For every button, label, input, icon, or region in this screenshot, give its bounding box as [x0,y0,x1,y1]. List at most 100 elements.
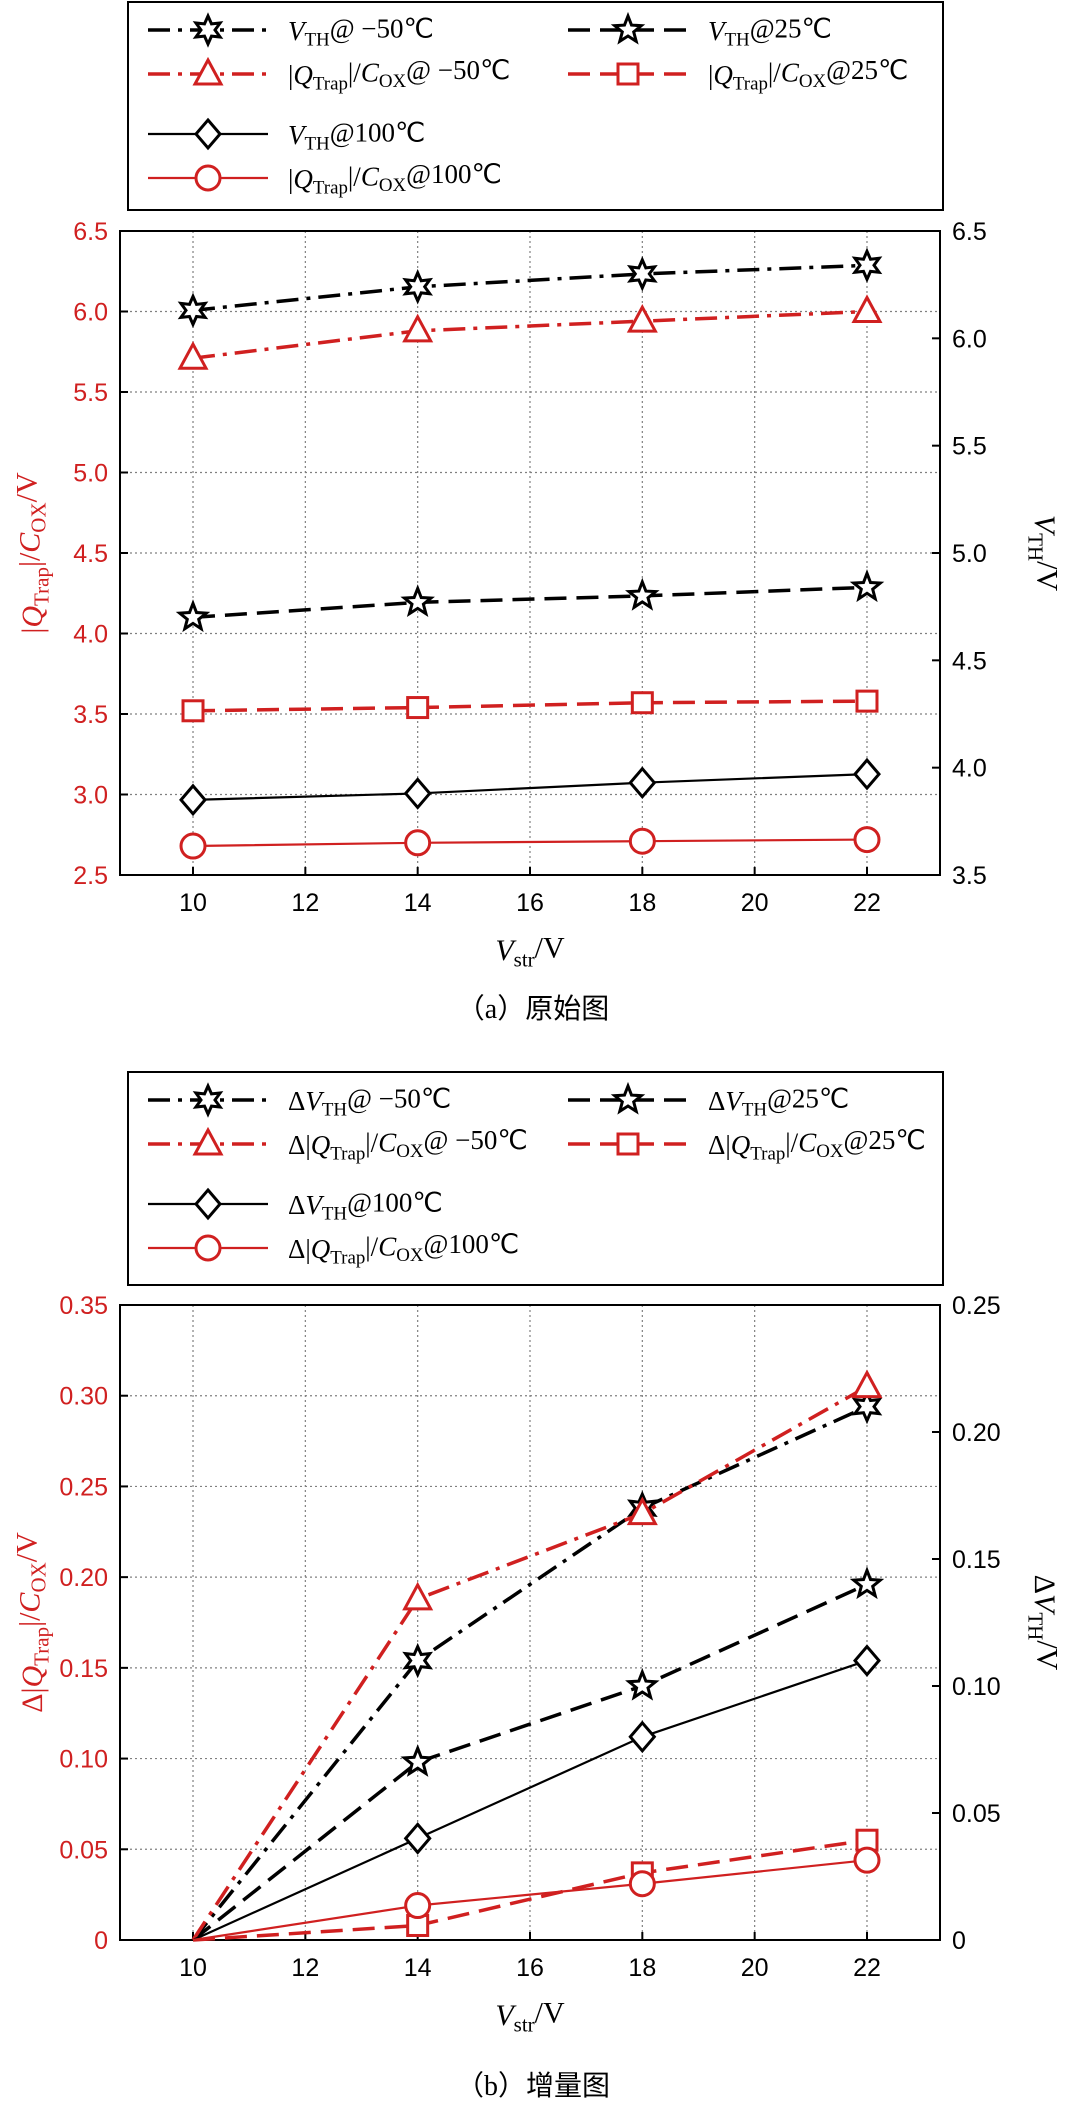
series-line [192,838,867,848]
series-line [192,1859,868,1942]
series-5 [179,757,881,817]
legend-marker [194,1234,222,1262]
legend-marker [616,1132,640,1156]
right-axis-label: ΔVTH/V [1024,1575,1064,1671]
series-line [191,1405,868,1942]
legend-entry: Δ|QTrap|/COX@25℃ [568,1125,926,1165]
right-tick-label: 0.15 [952,1546,1001,1574]
legend-label: ΔVTH@100℃ [288,1188,443,1225]
x-tick-label: 16 [516,1954,544,1982]
right-tick-label: 0.10 [952,1673,1001,1701]
x-axis-label: Vstr/V [495,931,565,971]
right-tick-label: 5.5 [952,433,987,461]
legend-label: Δ|QTrap|/COX@100℃ [288,1229,519,1269]
series-3 [177,294,883,370]
data-point [849,1566,885,1600]
left-tick-label: 5.5 [73,379,108,407]
legend-entry: |QTrap|/COX@ −50℃ [148,55,510,95]
right-axis-label: VTH/V [1024,515,1064,592]
data-point [628,766,657,799]
data-point [626,1496,658,1526]
legend-label: |QTrap|/COX@ −50℃ [288,55,510,95]
data-point [851,1369,883,1399]
legend-marker [192,12,224,48]
data-point [853,826,881,854]
data-point [628,827,656,855]
legend-label: VTH@25℃ [708,14,832,51]
legend-entry: VTH@25℃ [568,11,832,51]
x-tick-label: 22 [853,1954,881,1982]
x-tick-label: 12 [291,1954,319,1982]
data-point [853,757,881,791]
legend: ΔVTH@ −50℃ ΔVTH@25℃ Δ|QTrap|/COX@ −50℃ Δ|QT… [127,1071,944,1286]
data-point [851,247,883,284]
right-tick-label: 3.5 [952,862,987,890]
series-line [192,585,868,620]
legend-label: Δ|QTrap|/COX@25℃ [708,1125,926,1165]
series-6 [192,1846,881,1942]
data-point [175,599,211,633]
left-tick-label: 5.0 [73,460,108,488]
legend-label: VTH@100℃ [288,118,425,155]
data-point [179,783,207,817]
series-5 [192,1644,881,1942]
data-point [853,1846,881,1874]
data-point [630,691,654,715]
data-point [626,256,658,292]
right-tick-label: 0.05 [952,1800,1001,1828]
x-tick-label: 22 [853,889,881,917]
legend-entry: VTH@ −50℃ [148,12,434,51]
data-point [404,1892,432,1920]
left-tick-label: 3.0 [73,782,108,810]
left-tick-label: 4.5 [73,540,108,568]
series-2 [191,1566,885,1942]
legend-label: VTH@ −50℃ [288,14,434,51]
data-point [849,569,885,603]
x-tick-label: 14 [404,1954,432,1982]
x-tick-label: 18 [628,1954,656,1982]
x-tick-label: 12 [291,889,319,917]
legend-marker [194,117,222,151]
data-point [855,689,879,713]
data-point [404,829,432,857]
data-point [851,294,883,323]
series-line [191,1385,868,1941]
left-tick-label: 0.30 [59,1383,108,1411]
right-tick-label: 4.0 [952,755,987,783]
legend-entry: VTH@100℃ [148,118,425,155]
data-point [406,696,430,720]
left-tick-label: 0.10 [59,1746,108,1774]
figure-caption: （a）原始图 [457,993,609,1025]
x-tick-label: 16 [516,889,544,917]
series-3 [191,1369,883,1941]
x-tick-label: 20 [741,889,769,917]
legend-marker [192,56,224,86]
legend-label: ΔVTH@25℃ [708,1084,849,1121]
right-tick-label: 6.0 [952,325,987,353]
grid [120,1304,940,1941]
x-tick-label: 10 [179,889,207,917]
series-line [192,263,868,313]
legend-marker [194,1187,222,1221]
legend-entry: ΔVTH@100℃ [148,1188,443,1225]
data-point [625,577,660,611]
data-point [628,1720,657,1754]
legend-entry: Δ|QTrap|/COX@ −50℃ [148,1125,528,1165]
legend-entry: |QTrap|/COX@100℃ [148,159,502,199]
data-point [628,1870,656,1898]
left-tick-label: 0.15 [59,1655,108,1683]
left-tick-label: 6.0 [73,299,108,327]
legend-label: ΔVTH@ −50℃ [288,1084,451,1121]
left-tick-label: 0.35 [59,1292,108,1320]
legend-box [127,1,944,211]
legend-label: |QTrap|/COX@100℃ [288,159,502,199]
series-4 [181,689,879,723]
left-axis-label: Δ|QTrap|/COX/V [11,1532,54,1713]
left-tick-label: 0 [94,1927,108,1955]
right-tick-label: 0 [952,1927,966,1955]
legend-marker [610,1081,646,1115]
legend-marker [194,164,222,192]
chart-panel-2: 10 12 14 16 18 20 22 0 0.05 0.10 0.15 0.20 0.25 0.30 0… [11,1071,1064,2102]
data-point [400,584,435,618]
